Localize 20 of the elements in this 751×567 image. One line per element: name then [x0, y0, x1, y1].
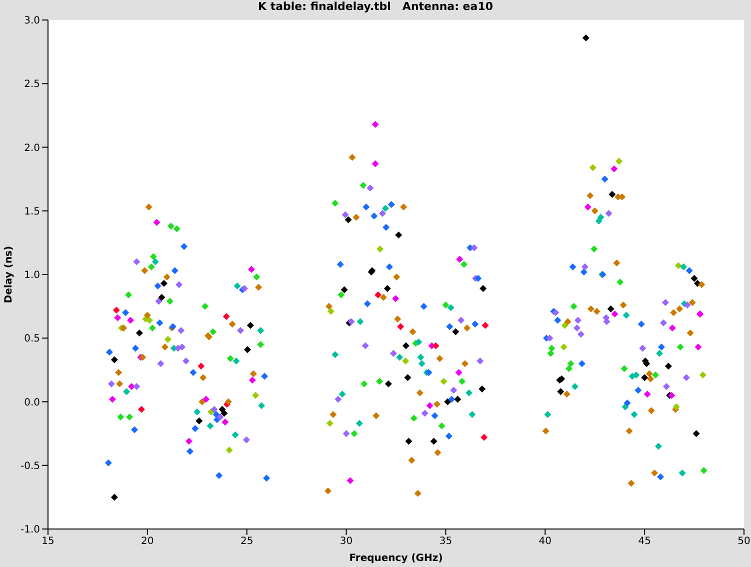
- x-tick-label: 25: [240, 536, 254, 548]
- x-tick-label: 20: [141, 536, 154, 548]
- y-tick-label: 2.0: [24, 142, 40, 154]
- x-axis-title: Frequency (GHz): [349, 553, 443, 564]
- x-tick-label: 15: [42, 536, 54, 548]
- y-axis-title: Delay (ns): [4, 246, 15, 304]
- y-tick-label: 3.0: [24, 16, 40, 27]
- y-tick-label: 1.5: [24, 206, 40, 218]
- y-tick-label: -0.5: [20, 460, 40, 472]
- x-tick-label: 30: [340, 536, 353, 548]
- y-tick-label: 0.0: [24, 397, 40, 408]
- y-tick-label: -1.0: [20, 524, 40, 536]
- x-tick-label: 35: [439, 536, 452, 548]
- y-tick-label: 2.5: [24, 79, 40, 90]
- chart-title: K table: finaldelay.tbl Antenna: ea10: [256, 0, 494, 15]
- x-tick-label: 50: [738, 536, 750, 548]
- y-tick-label: 0.5: [24, 334, 40, 345]
- y-tick-label: 1.0: [24, 270, 40, 282]
- x-tick-label: 40: [538, 536, 552, 548]
- x-tick-label: 45: [638, 536, 651, 548]
